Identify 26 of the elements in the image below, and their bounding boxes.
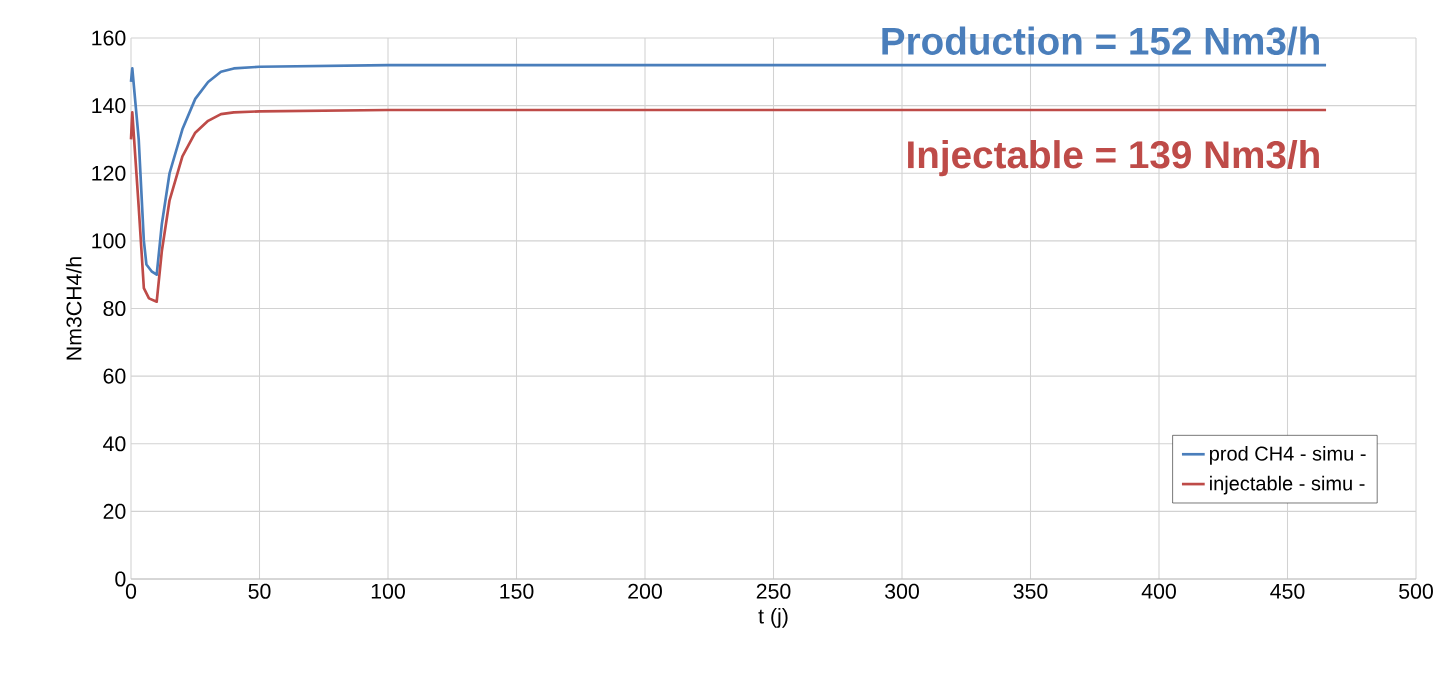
x-tick-label: 400 — [1141, 583, 1176, 599]
legend-label: injectable - simu - — [1210, 475, 1365, 495]
y-tick-label: 160 — [92, 30, 126, 46]
x-tick-label: 150 — [500, 583, 534, 599]
x-tick-label: 350 — [1013, 583, 1048, 599]
x-tick-label: 100 — [371, 583, 405, 599]
x-tick-label: 300 — [885, 583, 919, 599]
x-tick-label: 500 — [1399, 583, 1433, 599]
annotation: Production = 152 Nm3/h — [882, 26, 1319, 56]
y-tick-label: 80 — [103, 300, 126, 317]
y-tick-label: 40 — [103, 436, 126, 452]
x-tick-label: 250 — [756, 583, 791, 599]
x-tick-label: 50 — [248, 583, 271, 599]
y-tick-label: 120 — [92, 165, 126, 181]
x-axis-title: t (j) — [758, 607, 788, 628]
x-tick-label: 200 — [628, 583, 662, 599]
x-tick-label: 0 — [125, 583, 137, 599]
legend-label: prod CH4 - simu - — [1210, 446, 1366, 465]
y-tick-label: 60 — [103, 368, 126, 384]
y-tick-label: 100 — [92, 233, 126, 249]
annotation: Injectable = 139 Nm3/h — [908, 140, 1319, 177]
y-axis-title: Nm3CH4/h — [65, 257, 82, 360]
y-tick-label: 140 — [92, 98, 126, 114]
x-tick-label: 450 — [1270, 583, 1305, 599]
y-tick-label: 0 — [115, 571, 126, 587]
y-tick-label: 20 — [103, 503, 126, 519]
